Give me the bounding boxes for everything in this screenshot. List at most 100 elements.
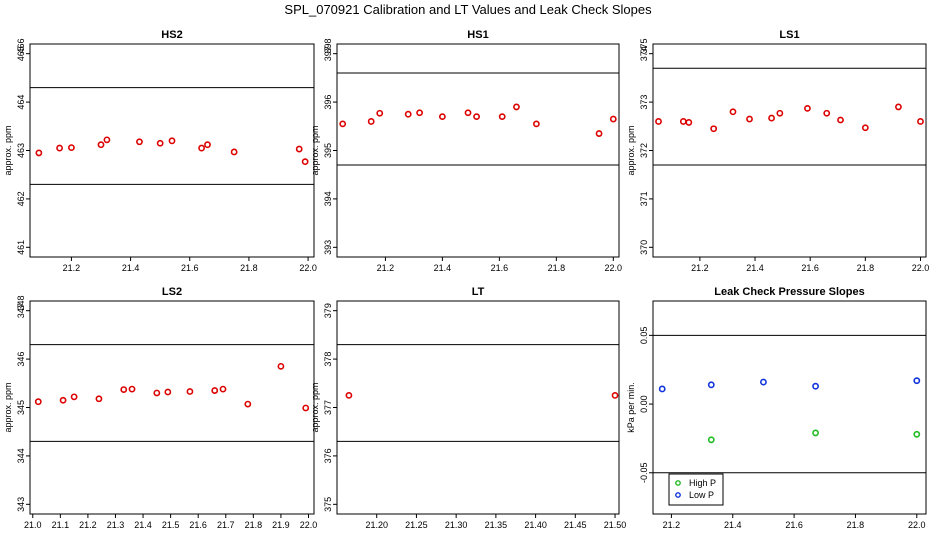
data-point [97,141,105,149]
data-point [211,387,219,394]
data-point [812,382,819,390]
plot-frame [29,300,315,515]
data-point [302,404,310,412]
y-tick-label: 396 [323,95,333,110]
panel-ls2: LS2 approx. ppm 21.0 21.1 21.2 21.3 21.4 21.5 21… [3,286,317,530]
x-tick-label: 21.4 [746,263,764,273]
x-tick-label: 21.0 [24,520,42,530]
y-tick-label: 371 [639,191,649,206]
data-point [404,110,412,118]
data-point [376,109,384,117]
data-point [295,145,303,153]
data-point [609,115,617,123]
data-point [186,388,194,395]
data-point [168,137,176,145]
plot-frame [652,300,927,515]
x-tick-label: 21.7 [217,520,235,530]
data-point [746,115,753,123]
data-point [103,136,111,144]
x-tick-label: 21.8 [240,263,258,273]
data-point [710,125,718,133]
y-axis-label: approx. ppm [3,125,13,175]
x-tick-label: 21.6 [785,520,803,530]
data-point [685,119,693,126]
y-axis-label: approx. ppm [626,125,636,175]
y-tick-label: 395 [323,143,333,158]
data-point [95,395,103,403]
data-point [464,109,472,117]
y-tick-label: 344 [16,448,26,463]
data-point [59,396,67,404]
x-tick-label: 21.5 [162,520,180,530]
y-tick-label: 348 [16,295,26,310]
y-tick-label: 378 [323,352,333,367]
data-point [473,113,480,121]
x-tick-label: 22.0 [605,263,623,273]
x-tick-label: 21.4 [122,263,140,273]
y-axis-label: kPa per min. [626,382,636,433]
data-point [513,103,520,111]
plot-frame [336,300,620,515]
data-point [339,120,347,128]
data-point [244,400,252,408]
data-point [611,391,619,399]
y-tick-label: 461 [16,240,26,255]
data-point [156,139,164,147]
panel-title: LT [472,286,485,298]
x-tick-label: 21.25 [405,520,428,530]
x-tick-label: 21.4 [434,263,452,273]
panel-title: HS1 [467,29,488,41]
x-tick-label: 21.8 [245,520,263,530]
data-point [56,144,63,152]
panel-leak: Leak Check Pressure Slopes kPa per min. 21… [626,286,927,530]
data-point [861,124,869,132]
legend-box [668,473,724,506]
panel-ls1: LS1 approx. ppm 21.2 21.4 21.6 21.8 22.0 370 371… [626,29,929,273]
x-tick-label: 22.0 [300,520,318,530]
data-point [823,109,831,117]
x-tick-label: 21.2 [79,520,97,530]
x-tick-label: 21.50 [604,520,627,530]
y-tick-label: 376 [323,448,333,463]
data-point [345,391,353,399]
data-point [812,429,819,437]
data-point [416,109,424,117]
data-point [367,118,375,125]
data-point [136,138,143,146]
y-tick-label: 466 [16,38,26,53]
panel-title: LS1 [779,29,799,41]
legend-label: High P [689,478,716,488]
x-tick-label: 21.2 [663,520,681,530]
data-point [760,378,767,386]
panel-hs2: HS2 approx. ppm 21.2 21.4 21.6 21.8 22.0 461 462… [3,29,317,273]
data-point [498,113,506,121]
x-tick-label: 21.6 [189,520,207,530]
y-tick-label: 379 [323,303,333,318]
data-point [913,430,921,438]
data-point [532,120,540,128]
x-tick-label: 22.0 [912,263,930,273]
x-tick-label: 21.4 [724,520,742,530]
x-tick-label: 21.35 [485,520,508,530]
data-point [68,144,75,151]
x-tick-label: 21.6 [801,263,819,273]
data-point [35,149,43,157]
y-tick-label: 343 [16,497,26,512]
x-tick-label: 21.1 [52,520,70,530]
y-tick-label: 375 [323,497,333,512]
data-point [164,388,172,396]
data-point [707,381,715,389]
data-point [230,148,238,156]
y-tick-label: -0.05 [639,463,649,484]
data-point [679,118,687,125]
panel-lt: LT approx. ppm 21.20 21.25 21.30 21.35 21.40 21… [310,286,626,530]
data-point [895,103,902,111]
panel-title: LS2 [162,286,182,298]
y-tick-label: 462 [16,191,26,206]
legend-marker [675,480,681,486]
y-axis-label: approx. ppm [3,382,13,432]
data-point [837,116,844,124]
data-point [917,118,924,125]
y-tick-label: 373 [639,95,649,110]
data-point [768,114,775,122]
